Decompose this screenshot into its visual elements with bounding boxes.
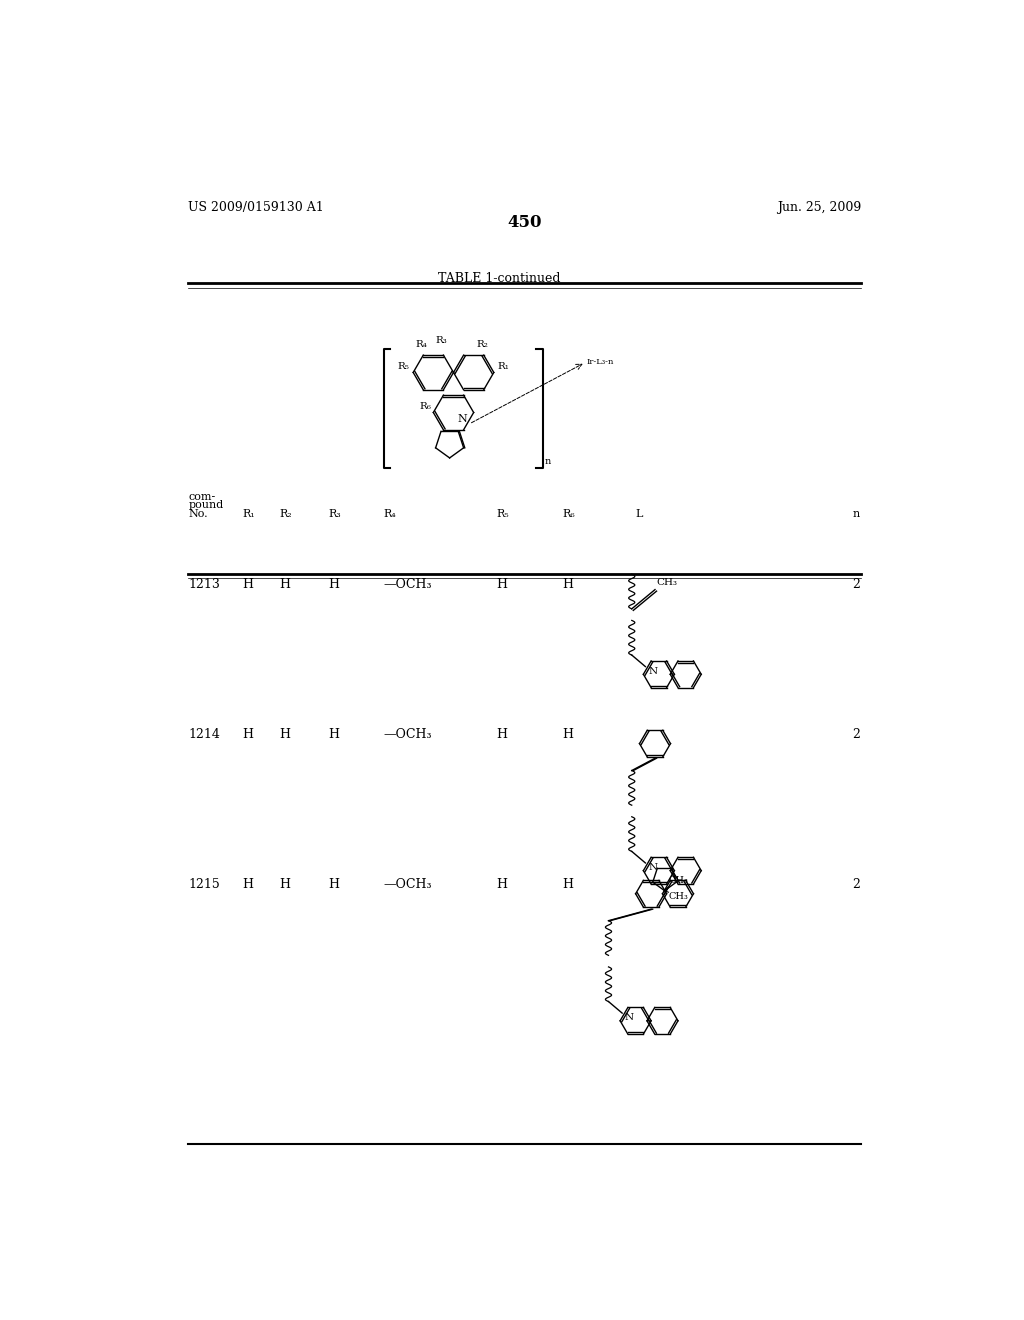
Text: 2: 2	[853, 578, 860, 591]
Text: N: N	[458, 413, 468, 424]
Text: 1214: 1214	[188, 729, 220, 742]
Text: H: H	[562, 729, 573, 742]
Text: N: N	[648, 667, 657, 676]
Text: TABLE 1-continued: TABLE 1-continued	[438, 272, 560, 285]
Text: H: H	[243, 578, 254, 591]
Text: R₃: R₃	[435, 335, 447, 345]
Text: CH₃: CH₃	[669, 892, 688, 902]
Text: L: L	[636, 508, 643, 519]
Text: R₆: R₆	[420, 401, 432, 411]
Text: R₆: R₆	[562, 508, 574, 519]
Text: n: n	[853, 508, 860, 519]
Text: H: H	[496, 578, 507, 591]
Text: 450: 450	[508, 214, 542, 231]
Text: H: H	[562, 578, 573, 591]
Text: H: H	[280, 878, 290, 891]
Text: N: N	[625, 1014, 634, 1022]
Text: H: H	[280, 729, 290, 742]
Text: R₂: R₂	[280, 508, 292, 519]
Text: CH₃: CH₃	[669, 875, 688, 884]
Text: H: H	[328, 878, 339, 891]
Text: H: H	[496, 729, 507, 742]
Text: R₄: R₄	[384, 508, 396, 519]
Text: n: n	[544, 457, 551, 466]
Text: H: H	[243, 729, 254, 742]
Text: —OCH₃: —OCH₃	[384, 729, 432, 742]
Text: R₄: R₄	[416, 339, 427, 348]
Text: H: H	[562, 878, 573, 891]
Text: Ir-L₃-n: Ir-L₃-n	[587, 359, 614, 367]
Text: pound: pound	[188, 500, 223, 511]
Text: H: H	[328, 578, 339, 591]
Text: —OCH₃: —OCH₃	[384, 878, 432, 891]
Text: 1213: 1213	[188, 578, 220, 591]
Text: R₁: R₁	[243, 508, 255, 519]
Text: H: H	[328, 729, 339, 742]
Text: com-: com-	[188, 492, 216, 502]
Text: Jun. 25, 2009: Jun. 25, 2009	[777, 201, 861, 214]
Text: 2: 2	[853, 729, 860, 742]
Text: —OCH₃: —OCH₃	[384, 578, 432, 591]
Text: R₅: R₅	[496, 508, 509, 519]
Text: 1215: 1215	[188, 878, 220, 891]
Text: N: N	[648, 863, 657, 873]
Text: CH₃: CH₃	[656, 578, 678, 586]
Text: R₅: R₅	[397, 362, 410, 371]
Text: H: H	[496, 878, 507, 891]
Text: R₃: R₃	[328, 508, 341, 519]
Text: R₂: R₂	[477, 339, 488, 348]
Text: No.: No.	[188, 508, 208, 519]
Text: US 2009/0159130 A1: US 2009/0159130 A1	[188, 201, 325, 214]
Text: R₁: R₁	[498, 362, 510, 371]
Text: 2: 2	[853, 878, 860, 891]
Text: H: H	[280, 578, 290, 591]
Text: H: H	[243, 878, 254, 891]
